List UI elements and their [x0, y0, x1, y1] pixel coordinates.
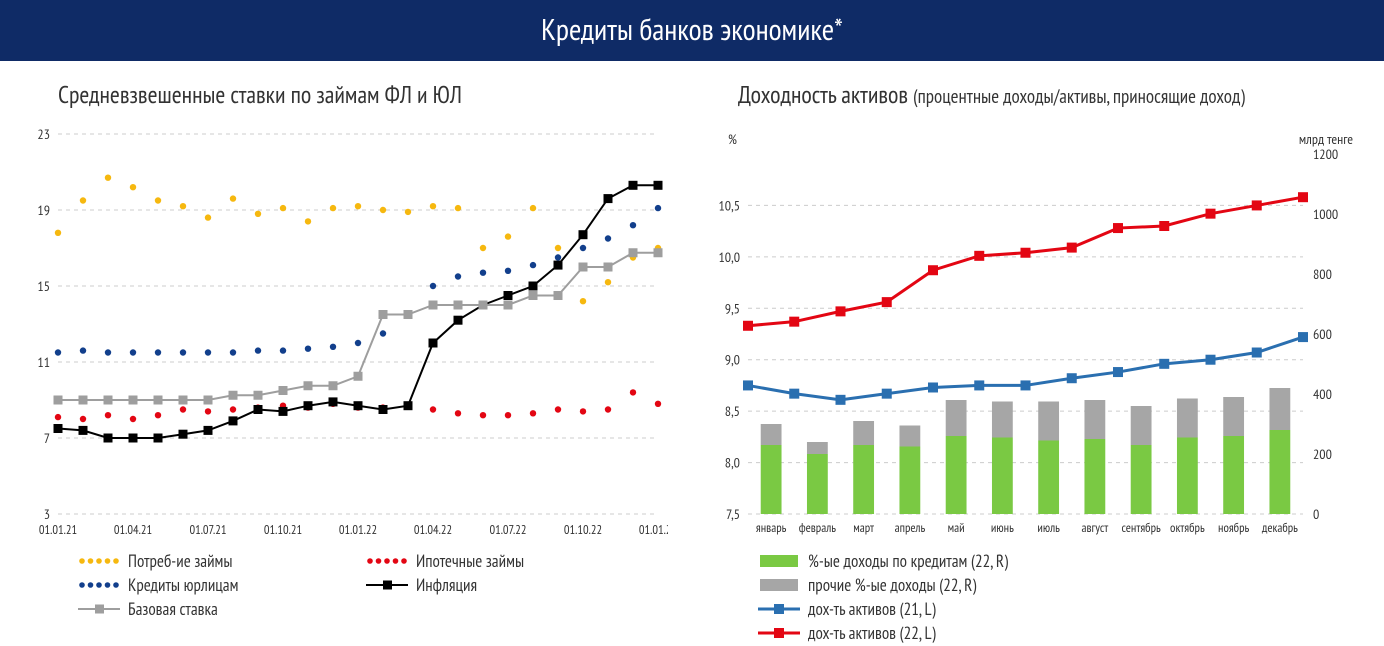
- legend-item: Базовая ставка: [78, 598, 338, 620]
- svg-text:01.01.23: 01.01.23: [639, 522, 668, 538]
- legend-label: дох-ть активов (22, L): [808, 622, 936, 644]
- svg-text:9,0: 9,0: [725, 351, 740, 369]
- legend-swatch: [366, 578, 408, 592]
- svg-text:01.10.22: 01.10.22: [564, 522, 602, 538]
- legend-item: прочие %-ые доходы (22, R): [758, 574, 1048, 596]
- svg-text:400: 400: [1313, 385, 1332, 403]
- svg-text:август: август: [1082, 520, 1109, 536]
- legend-swatch: [78, 554, 120, 568]
- right-chart-title-sub: (процентные доходы/активы, приносящие до…: [913, 85, 1245, 109]
- svg-text:0: 0: [1313, 505, 1319, 523]
- svg-text:март: март: [853, 520, 874, 536]
- svg-text:3: 3: [44, 505, 50, 523]
- legend-swatch: [366, 554, 408, 568]
- page-title: Кредиты банков экономике*: [541, 10, 843, 49]
- legend-label: Кредиты юрлицам: [128, 574, 238, 596]
- svg-text:11: 11: [37, 353, 50, 371]
- svg-text:%: %: [728, 130, 737, 148]
- svg-text:200: 200: [1313, 445, 1332, 463]
- legend-swatch: [758, 578, 800, 592]
- svg-text:февраль: февраль: [799, 520, 837, 536]
- svg-text:01.07.22: 01.07.22: [489, 522, 526, 538]
- svg-text:10,0: 10,0: [718, 248, 740, 266]
- svg-text:декабрь: декабрь: [1262, 520, 1298, 536]
- svg-text:январь: январь: [756, 520, 787, 536]
- legend-item: Кредиты юрлицам: [78, 574, 338, 596]
- legend-item: %-ые доходы по кредитам (22, R): [758, 550, 1048, 572]
- legend-swatch: [758, 626, 800, 640]
- left-chart-title: Средневзвешенные ставки по займам ФЛ и Ю…: [58, 79, 668, 110]
- legend-label: Ипотечные займы: [416, 550, 524, 572]
- left-chart-panel: Средневзвешенные ставки по займам ФЛ и Ю…: [18, 79, 668, 646]
- right-chart-panel: Доходность активов (процентные доходы/ак…: [698, 79, 1358, 646]
- svg-text:май: май: [948, 520, 965, 536]
- svg-text:10,5: 10,5: [718, 196, 740, 214]
- svg-text:01.10.21: 01.10.21: [264, 522, 302, 538]
- svg-text:8,5: 8,5: [725, 402, 740, 420]
- svg-text:600: 600: [1313, 325, 1332, 343]
- legend-swatch: [758, 602, 800, 616]
- right-chart-title-main: Доходность активов: [738, 79, 908, 110]
- legend-item: Ипотечные займы: [366, 550, 626, 572]
- page-title-bar: Кредиты банков экономике*: [0, 0, 1384, 61]
- svg-text:01.07.21: 01.07.21: [189, 522, 226, 538]
- svg-text:800: 800: [1313, 265, 1332, 283]
- svg-text:1000: 1000: [1313, 205, 1338, 223]
- svg-text:7,5: 7,5: [726, 505, 740, 523]
- legend-item: Инфляция: [366, 574, 626, 596]
- svg-text:июнь: июнь: [991, 520, 1014, 536]
- svg-text:апрель: апрель: [895, 520, 926, 536]
- svg-text:сентябрь: сентябрь: [1122, 520, 1162, 536]
- legend-label: Инфляция: [416, 574, 477, 596]
- chart-panels: Средневзвешенные ставки по займам ФЛ и Ю…: [0, 79, 1384, 646]
- svg-text:июль: июль: [1037, 520, 1060, 536]
- svg-text:ноябрь: ноябрь: [1218, 520, 1250, 536]
- left-chart-legend: Потреб-ие займы Ипотечные займы Кредиты юр…: [18, 544, 668, 622]
- legend-swatch: [78, 602, 120, 616]
- legend-label: Потреб-ие займы: [128, 550, 233, 572]
- svg-text:октябрь: октябрь: [1170, 520, 1205, 536]
- svg-text:1200: 1200: [1313, 145, 1338, 163]
- legend-label: %-ые доходы по кредитам (22, R): [808, 550, 1008, 572]
- svg-text:01.01.22: 01.01.22: [339, 522, 377, 538]
- left-chart-svg: 3 7 11 15 19 23 01.01.21 01.04.21 01.07.21 01.10.…: [18, 124, 668, 544]
- svg-text:15: 15: [37, 277, 50, 295]
- svg-text:01.04.21: 01.04.21: [114, 522, 152, 538]
- legend-item: дох-ть активов (22, L): [758, 622, 1048, 644]
- right-chart-title: Доходность активов (процентные доходы/ак…: [738, 79, 1358, 110]
- legend-swatch: [78, 578, 120, 592]
- legend-label: прочие %-ые доходы (22, R): [808, 574, 976, 596]
- legend-label: Базовая ставка: [128, 598, 218, 620]
- legend-item: Потреб-ие займы: [78, 550, 338, 572]
- right-chart-svg: %млрд тенге7,58,08,59,09,510,010,5020040…: [698, 124, 1358, 544]
- svg-text:01.04.22: 01.04.22: [414, 522, 452, 538]
- svg-text:7: 7: [44, 429, 50, 447]
- svg-text:19: 19: [37, 201, 50, 219]
- svg-text:9,5: 9,5: [725, 299, 740, 317]
- right-chart-legend: %-ые доходы по кредитам (22, R)прочие %-…: [698, 544, 1358, 646]
- legend-swatch: [758, 554, 800, 568]
- legend-label: дох-ть активов (21, L): [808, 598, 936, 620]
- svg-text:01.01.21: 01.01.21: [39, 522, 77, 538]
- svg-text:8,0: 8,0: [725, 454, 740, 472]
- legend-item: дох-ть активов (21, L): [758, 598, 1048, 620]
- svg-text:23: 23: [37, 125, 50, 143]
